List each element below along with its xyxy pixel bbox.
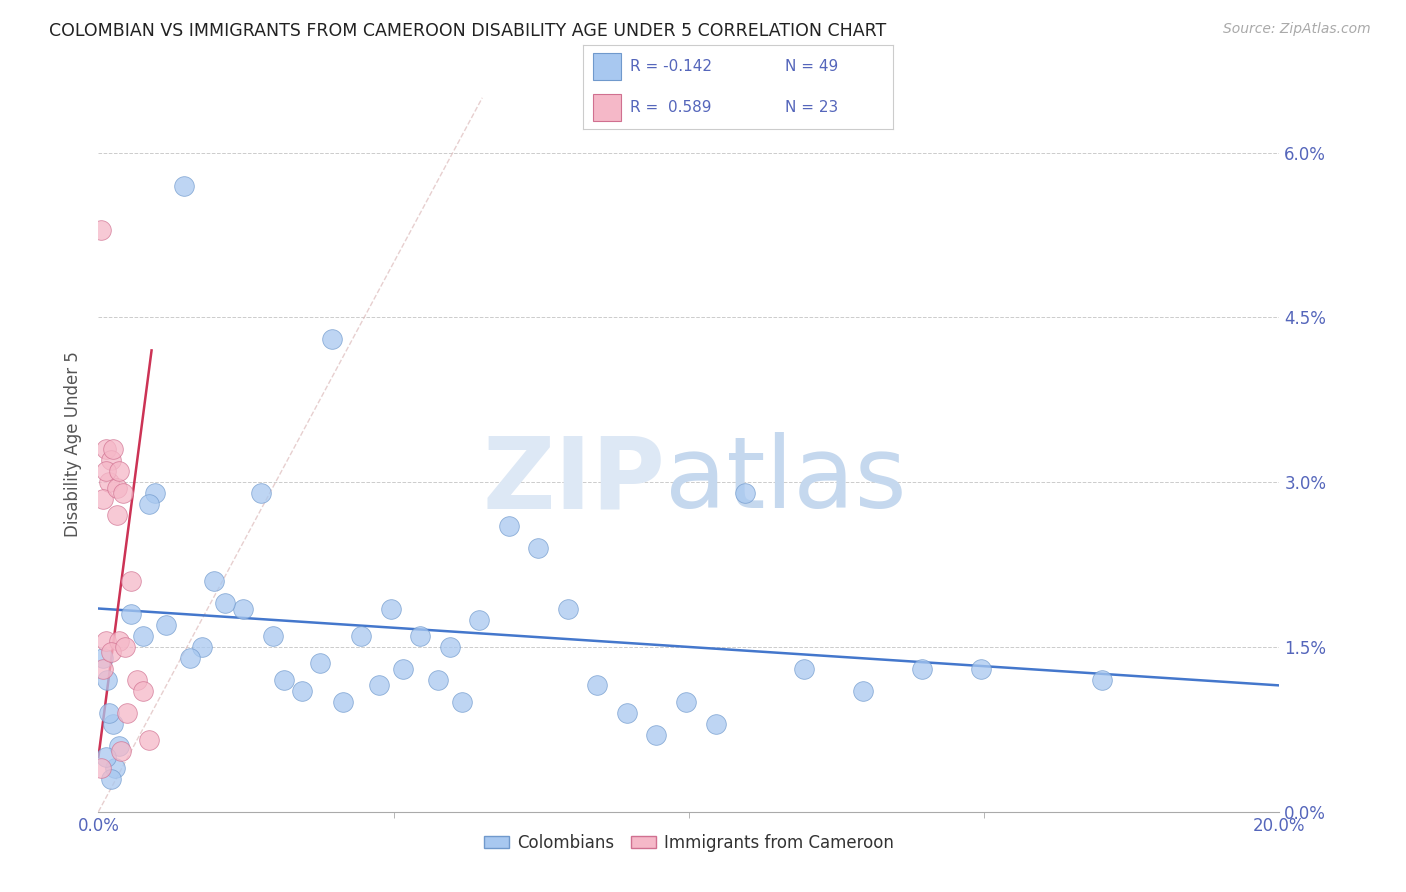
Text: N = 23: N = 23 bbox=[785, 100, 838, 115]
Point bbox=[793, 662, 815, 676]
Point bbox=[173, 178, 195, 193]
Point bbox=[91, 662, 114, 676]
Point bbox=[262, 629, 284, 643]
Point bbox=[94, 634, 117, 648]
Point bbox=[273, 673, 295, 687]
Point bbox=[105, 481, 128, 495]
Point bbox=[120, 574, 142, 588]
Point bbox=[100, 772, 122, 786]
Point bbox=[91, 491, 114, 506]
Point bbox=[616, 706, 638, 720]
Point bbox=[391, 662, 413, 676]
Point bbox=[911, 662, 934, 676]
Point bbox=[108, 464, 131, 478]
Point bbox=[232, 601, 254, 615]
Point bbox=[450, 695, 472, 709]
Point bbox=[179, 651, 201, 665]
Point bbox=[427, 673, 450, 687]
Point bbox=[291, 684, 314, 698]
Text: atlas: atlas bbox=[665, 432, 907, 529]
Point bbox=[103, 716, 125, 731]
Point bbox=[970, 662, 993, 676]
Point bbox=[332, 695, 354, 709]
Point bbox=[439, 640, 461, 654]
Text: COLOMBIAN VS IMMIGRANTS FROM CAMEROON DISABILITY AGE UNDER 5 CORRELATION CHART: COLOMBIAN VS IMMIGRANTS FROM CAMEROON DI… bbox=[49, 22, 886, 40]
Point bbox=[155, 618, 177, 632]
Point bbox=[98, 475, 121, 490]
Point bbox=[103, 442, 125, 457]
Point bbox=[191, 640, 214, 654]
Point bbox=[108, 634, 131, 648]
Point bbox=[734, 486, 756, 500]
Point bbox=[94, 442, 117, 457]
FancyBboxPatch shape bbox=[593, 94, 620, 120]
Point bbox=[100, 645, 122, 659]
FancyBboxPatch shape bbox=[593, 54, 620, 80]
Point bbox=[704, 716, 727, 731]
Point bbox=[586, 678, 609, 692]
Point bbox=[91, 651, 114, 665]
Text: R =  0.589: R = 0.589 bbox=[630, 100, 711, 115]
Point bbox=[350, 629, 373, 643]
Point bbox=[409, 629, 432, 643]
Y-axis label: Disability Age Under 5: Disability Age Under 5 bbox=[65, 351, 83, 537]
Point bbox=[321, 333, 343, 347]
Point bbox=[104, 761, 127, 775]
Point bbox=[1091, 673, 1114, 687]
Point bbox=[852, 684, 875, 698]
Point bbox=[143, 486, 166, 500]
Point bbox=[96, 673, 118, 687]
Point bbox=[138, 497, 160, 511]
Point bbox=[100, 453, 122, 467]
Point bbox=[138, 733, 160, 747]
Point bbox=[105, 508, 128, 523]
Point bbox=[125, 673, 148, 687]
Point bbox=[498, 519, 520, 533]
Text: ZIP: ZIP bbox=[482, 432, 665, 529]
Legend: Colombians, Immigrants from Cameroon: Colombians, Immigrants from Cameroon bbox=[477, 827, 901, 859]
Text: R = -0.142: R = -0.142 bbox=[630, 59, 711, 74]
Point bbox=[309, 657, 332, 671]
Point bbox=[675, 695, 697, 709]
Point bbox=[90, 222, 112, 236]
Point bbox=[645, 728, 668, 742]
Point bbox=[90, 761, 112, 775]
Point bbox=[110, 744, 132, 758]
Point bbox=[214, 596, 236, 610]
Point bbox=[202, 574, 225, 588]
Point bbox=[108, 739, 131, 753]
Point bbox=[380, 601, 402, 615]
Point bbox=[132, 684, 155, 698]
Point bbox=[94, 464, 117, 478]
Point bbox=[468, 613, 491, 627]
Point bbox=[112, 486, 135, 500]
Point bbox=[98, 706, 121, 720]
Point bbox=[94, 749, 117, 764]
Point bbox=[368, 678, 391, 692]
Text: N = 49: N = 49 bbox=[785, 59, 838, 74]
Point bbox=[114, 640, 136, 654]
Point bbox=[132, 629, 155, 643]
Text: Source: ZipAtlas.com: Source: ZipAtlas.com bbox=[1223, 22, 1371, 37]
Point bbox=[115, 706, 138, 720]
Point bbox=[527, 541, 550, 555]
Point bbox=[250, 486, 273, 500]
Point bbox=[120, 607, 142, 621]
Point bbox=[557, 601, 579, 615]
